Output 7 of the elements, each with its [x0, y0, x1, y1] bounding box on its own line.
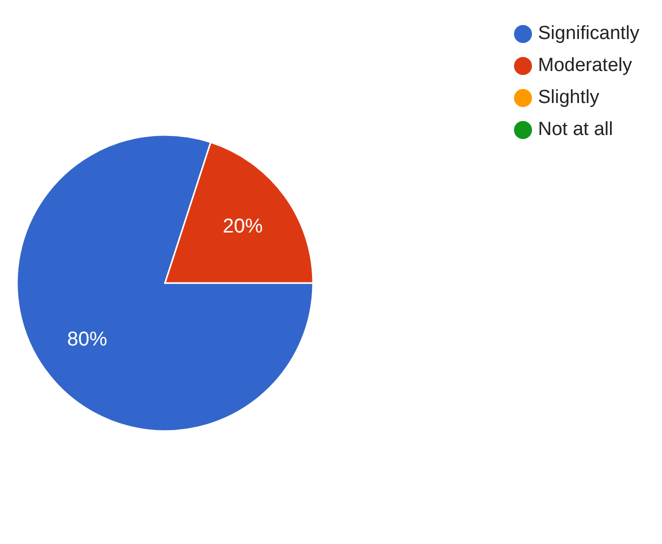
legend-label: Moderately [538, 55, 632, 77]
data-label: 20% [222, 215, 264, 238]
legend-label: Slightly [538, 87, 600, 109]
pie-slice [16, 134, 314, 432]
data-label: 80% [67, 328, 108, 351]
legend-label: Significantly [538, 23, 640, 45]
legend-label: Not at all [538, 119, 613, 141]
